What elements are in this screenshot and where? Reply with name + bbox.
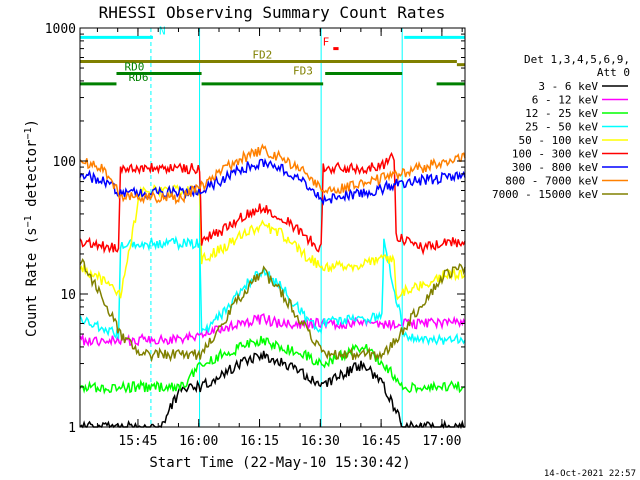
state-label-rd0: RD0 — [124, 60, 144, 73]
series-line-0 — [79, 350, 465, 430]
state-label-fd3: FD3 — [293, 65, 313, 78]
legend-label-5: 100 - 300 keV — [512, 148, 598, 161]
chart-title: RHESSI Observing Summary Count Rates — [99, 3, 446, 22]
legend-label-3: 25 - 50 keV — [525, 121, 598, 134]
axes-group: 15:45 16:00 16:15 16:30 16:45 17:00 1 10 100 1000 — [45, 22, 465, 449]
legend-header-0: Det 1,3,4,5,6,9, — [524, 53, 630, 66]
state-label-f: F — [323, 36, 330, 49]
plot-frame — [79, 27, 466, 428]
legend-label-4: 50 - 100 keV — [519, 134, 599, 147]
series-line-3 — [79, 235, 466, 346]
timestamp: 14-Oct-2021 22:57 — [544, 469, 636, 479]
series-line-8 — [79, 257, 466, 363]
state-label-n: N — [159, 24, 166, 37]
series-line-6 — [79, 157, 466, 206]
state-label-rd6: RD6 — [129, 71, 149, 84]
legend-label-1: 6 - 12 keV — [532, 94, 599, 107]
series-line-7 — [79, 143, 466, 205]
x-tick-label-3: 16:30 — [301, 434, 340, 449]
series-line-5 — [79, 151, 466, 256]
y-tick-label-0: 1 — [68, 421, 76, 436]
legend-label-6: 300 - 800 keV — [512, 161, 598, 174]
x-axis-label: Start Time (22-May-10 15:30:42) — [149, 455, 410, 471]
x-tick-label-1: 16:00 — [179, 434, 218, 449]
state-label-fd2: FD2 — [252, 48, 272, 61]
series-group — [79, 143, 466, 430]
y-axis-label: Count Rate (s−1 detector−1) — [23, 119, 41, 337]
series-line-1 — [79, 313, 466, 348]
legend-label-0: 3 - 6 keV — [538, 80, 598, 93]
x-tick-label-0: 15:45 — [118, 434, 157, 449]
y-tick-label-3: 1000 — [45, 22, 76, 37]
x-tick-label-4: 16:45 — [362, 434, 401, 449]
y-tick-label-1: 10 — [60, 288, 76, 303]
x-tick-label-2: 16:15 — [240, 434, 279, 449]
legend-label-2: 12 - 25 keV — [525, 107, 598, 120]
legend-header-1: Att 0 — [597, 66, 630, 79]
y-tick-label-2: 100 — [53, 155, 76, 170]
series-line-4 — [79, 184, 466, 301]
legend-label-8: 7000 - 15000 keV — [492, 188, 598, 201]
legend-label-7: 800 - 7000 keV — [505, 175, 598, 188]
x-tick-label-5: 17:00 — [422, 434, 461, 449]
series-line-2 — [79, 335, 466, 395]
